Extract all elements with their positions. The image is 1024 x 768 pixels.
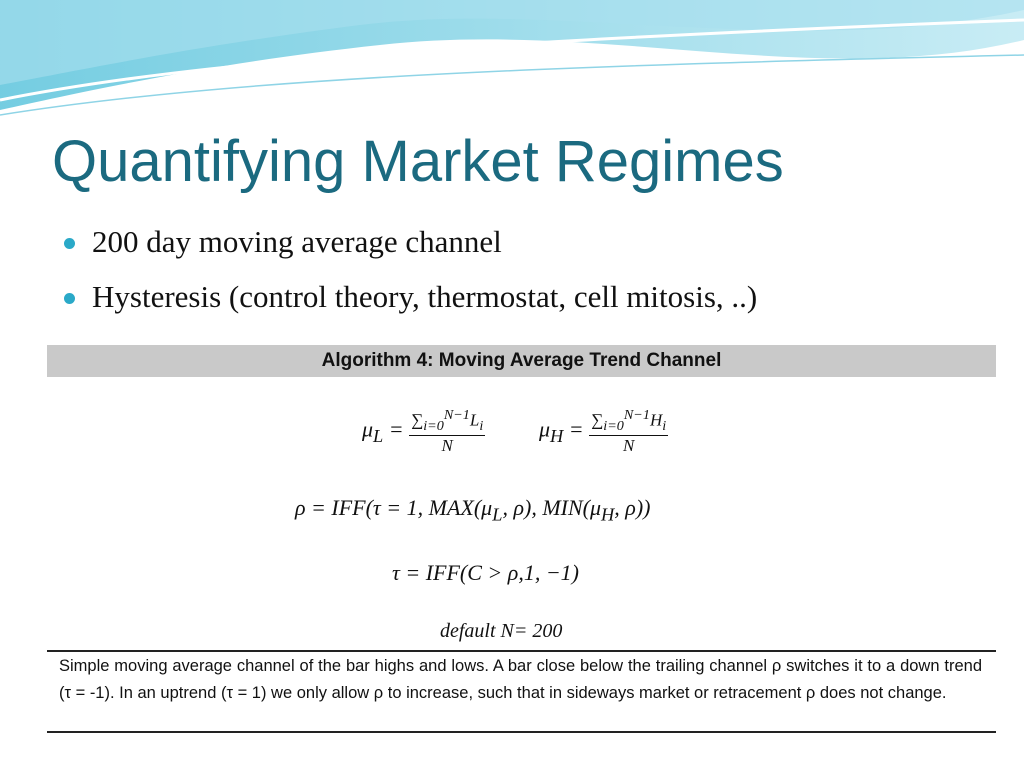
- bullet-text: Hysteresis (control theory, thermostat, …: [92, 279, 758, 314]
- sum-sup: N−1: [623, 407, 650, 423]
- algorithm-heading: Algorithm 4: Moving Average Trend Channe…: [47, 345, 996, 377]
- fraction: ∑i=0N−1Li N: [409, 407, 486, 456]
- rule: [47, 650, 996, 652]
- algorithm-box: Algorithm 4: Moving Average Trend Channe…: [47, 345, 996, 733]
- subscript: L: [492, 504, 503, 525]
- sum: ∑: [591, 410, 604, 430]
- term-sub: i: [479, 418, 484, 435]
- sum-sub: i=0: [603, 418, 624, 435]
- term: H: [649, 410, 663, 430]
- bullet-text: 200 day moving average channel: [92, 224, 502, 259]
- header-waves: [0, 0, 1024, 116]
- bullet-dot: [64, 293, 75, 304]
- caption: Simple moving average channel of the bar…: [59, 657, 982, 702]
- subscript: H: [601, 504, 615, 525]
- sum-sup: N−1: [443, 407, 470, 423]
- formula-mu-low: μL = ∑i=0N−1Li N: [362, 407, 486, 456]
- fraction: ∑i=0N−1Hi N: [589, 407, 669, 456]
- term: L: [469, 410, 480, 430]
- symbol: μ: [539, 416, 551, 442]
- slide-title: Quantifying Market Regimes: [52, 129, 784, 194]
- text: ρ = IFF(τ = 1, MAX(μ: [295, 495, 493, 520]
- default-n: default N= 200: [440, 620, 562, 643]
- text: , ρ), MIN(μ: [502, 495, 602, 520]
- rule: [47, 731, 996, 733]
- symbol: μ: [362, 416, 374, 442]
- bullet-dot: [64, 238, 75, 249]
- subscript: L: [373, 425, 384, 446]
- denominator: N: [622, 436, 635, 456]
- equals: =: [388, 416, 404, 442]
- denominator: N: [441, 436, 453, 456]
- formula-mu-high: μH = ∑i=0N−1Hi N: [539, 407, 669, 456]
- term-sub: i: [662, 418, 667, 435]
- text: = 200: [513, 620, 563, 642]
- subscript: H: [550, 425, 564, 446]
- formula-tau: τ = IFF(C > ρ,1, −1): [392, 560, 579, 585]
- formula-rho: ρ = IFF(τ = 1, MAX(μL, ρ), MIN(μH, ρ)): [295, 495, 651, 525]
- text: , ρ)): [614, 495, 651, 520]
- sum-sub: i=0: [423, 418, 444, 435]
- text: default N: [440, 620, 514, 642]
- sum: ∑: [411, 410, 424, 430]
- equals: =: [568, 416, 584, 442]
